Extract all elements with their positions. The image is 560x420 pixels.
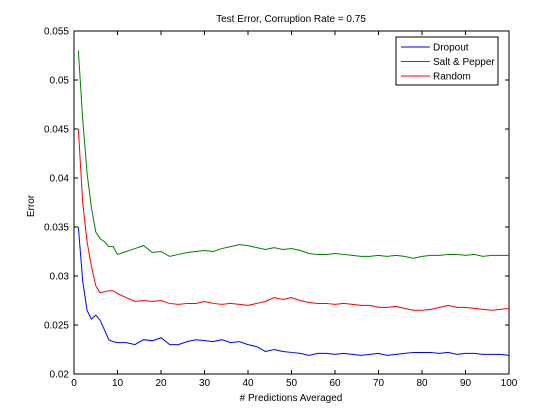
- legend-label-random: Random: [433, 72, 471, 83]
- y-axis-label: Error: [26, 194, 37, 217]
- x-tick-label: 10: [112, 378, 124, 389]
- series-line-salt-pepper: [77, 50, 509, 259]
- x-tick-label: 100: [501, 378, 518, 389]
- series-line-random: [77, 128, 510, 311]
- y-tick-label: 0.03: [50, 272, 70, 283]
- x-tick-label: 50: [286, 378, 298, 389]
- x-tick-label: 30: [199, 378, 211, 389]
- x-tick-label: 0: [71, 378, 77, 389]
- axis-ticks: 0 10 20 30 40 50 60 70 80 90 100 0.02 0.025 0.03 0.035…: [44, 27, 518, 390]
- chart-title: Test Error, Corruption Rate = 0.75: [216, 14, 366, 25]
- y-tick-label: 0.02: [50, 370, 70, 381]
- y-tick-label: 0.04: [50, 174, 70, 185]
- x-tick-label: 20: [155, 378, 167, 389]
- series-line-dropout: [77, 226, 510, 356]
- legend-label-dropout: Dropout: [433, 43, 469, 54]
- y-tick-label: 0.05: [50, 76, 70, 87]
- legend: Dropout Salt & Pepper Random: [395, 36, 499, 86]
- x-tick-label: 80: [416, 378, 428, 389]
- y-tick-label: 0.055: [44, 27, 69, 38]
- x-tick-label: 60: [329, 378, 341, 389]
- x-tick-label: 40: [242, 378, 254, 389]
- x-tick-label: 90: [460, 378, 472, 389]
- plot-area: [73, 30, 510, 375]
- y-tick-label: 0.025: [44, 321, 69, 332]
- x-tick-label: 70: [373, 378, 385, 389]
- y-tick-label: 0.035: [44, 223, 69, 234]
- y-tick-label: 0.045: [44, 125, 69, 136]
- series-lines: [77, 50, 510, 356]
- legend-label-salt-pepper: Salt & Pepper: [433, 57, 495, 68]
- x-axis-label: # Predictions Averaged: [240, 393, 343, 404]
